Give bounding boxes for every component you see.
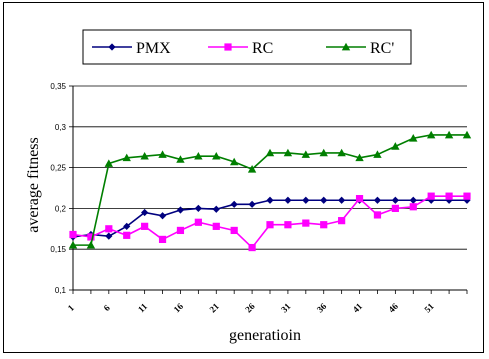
data-point-rc <box>284 221 291 228</box>
plot-area: 0,10,150,20,250,30,351 6 11 16 21 26 31 36 41 46 5… <box>50 82 471 315</box>
x-tick-label: 1 <box>66 302 77 313</box>
y-tick-label: 0,35 <box>50 82 66 91</box>
x-tick-label: 21 <box>207 301 221 315</box>
data-point-rc-prime <box>373 150 381 158</box>
x-tick-label: 16 <box>172 301 186 315</box>
data-point-pmx <box>320 197 327 204</box>
data-point-rc <box>374 211 381 218</box>
x-tick-label: 36 <box>315 301 329 315</box>
data-point-rc <box>248 244 255 251</box>
x-tick-label: 51 <box>422 301 436 315</box>
legend-label-rc-prime: RC' <box>370 40 394 57</box>
data-point-pmx <box>105 233 112 240</box>
data-point-rc <box>159 236 166 243</box>
y-tick-label: 0,3 <box>55 123 67 132</box>
data-point-pmx <box>266 197 273 204</box>
legend-label-pmx: PMX <box>136 40 171 57</box>
x-tick-label: 31 <box>279 301 293 315</box>
x-tick-label: 6 <box>102 302 113 313</box>
x-axis-title: generatioin <box>229 327 301 344</box>
legend-marker-rc <box>224 43 231 50</box>
data-point-rc <box>123 232 130 239</box>
data-point-rc <box>356 195 363 202</box>
x-tick-label: 26 <box>243 301 257 315</box>
data-point-rc <box>463 193 470 200</box>
x-tick-label: 41 <box>351 301 365 315</box>
series-line-pmx <box>73 200 467 237</box>
y-axis-title: average fitness <box>25 137 42 233</box>
data-point-rc <box>231 227 238 234</box>
y-tick-label: 0,15 <box>50 245 66 254</box>
x-tick-label: 46 <box>387 301 401 315</box>
data-point-pmx <box>338 197 345 204</box>
data-point-rc <box>428 193 435 200</box>
data-point-rc <box>141 223 148 230</box>
data-point-pmx <box>392 197 399 204</box>
data-point-pmx <box>231 201 238 208</box>
data-point-rc <box>392 205 399 212</box>
data-point-rc <box>445 193 452 200</box>
y-tick-label: 0,2 <box>55 204 67 213</box>
y-tick-label: 0,25 <box>50 164 66 173</box>
data-point-pmx <box>284 197 291 204</box>
data-point-rc <box>338 217 345 224</box>
data-point-rc <box>320 221 327 228</box>
data-point-pmx <box>195 205 202 212</box>
legend-label-rc: RC <box>252 40 273 57</box>
x-tick-label: 11 <box>136 301 149 314</box>
data-point-rc <box>410 203 417 210</box>
data-point-pmx <box>177 206 184 213</box>
y-tick-label: 0,1 <box>55 286 67 295</box>
data-point-rc <box>69 231 76 238</box>
data-point-pmx <box>374 197 381 204</box>
data-point-rc-prime <box>391 142 399 150</box>
data-point-rc <box>213 223 220 230</box>
data-point-rc <box>177 227 184 234</box>
legend: PMX RC RC' <box>83 30 411 64</box>
data-point-rc <box>302 219 309 226</box>
data-point-pmx <box>410 197 417 204</box>
data-point-pmx <box>159 212 166 219</box>
data-point-rc <box>266 221 273 228</box>
data-point-pmx <box>248 201 255 208</box>
data-point-pmx <box>213 206 220 213</box>
data-point-rc <box>105 225 112 232</box>
data-point-pmx <box>302 197 309 204</box>
data-point-rc <box>195 219 202 226</box>
